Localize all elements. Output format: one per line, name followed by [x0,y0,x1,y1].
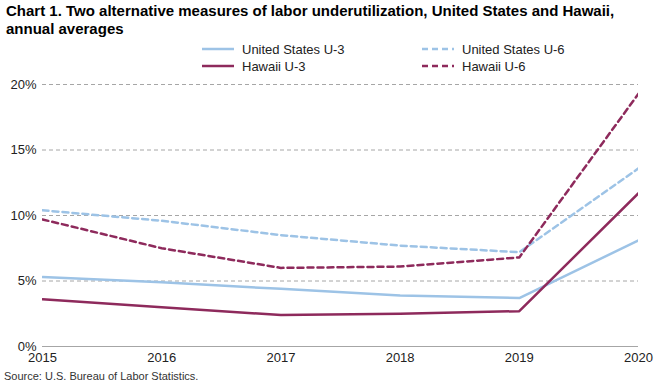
svg-text:2015: 2015 [28,350,57,365]
svg-text:2020: 2020 [624,350,653,365]
svg-text:5%: 5% [18,273,37,288]
svg-text:2018: 2018 [386,350,415,365]
html-text:Source: U.S. Bureau of Labor S: Source: U.S. Bureau of Labor Statistics. [4,370,199,382]
html-text:United States U-6: United States U-6 [462,41,565,57]
html-text:United States U-3: United States U-3 [242,41,345,57]
html-text:Hawaii U-3: Hawaii U-3 [242,58,306,74]
svg-text:2019: 2019 [505,350,534,365]
html-text:Chart 1. Two alternative measu: Chart 1. Two alternative measures of lab… [6,2,615,37]
svg-text:20%: 20% [10,77,36,92]
svg-text:2017: 2017 [266,350,295,365]
html-text:Hawaii U-6: Hawaii U-6 [462,58,526,74]
svg-text:15%: 15% [10,142,36,157]
svg-text:0%: 0% [17,338,37,354]
svg-text:2016: 2016 [147,350,176,365]
svg-text:10%: 10% [10,208,36,223]
